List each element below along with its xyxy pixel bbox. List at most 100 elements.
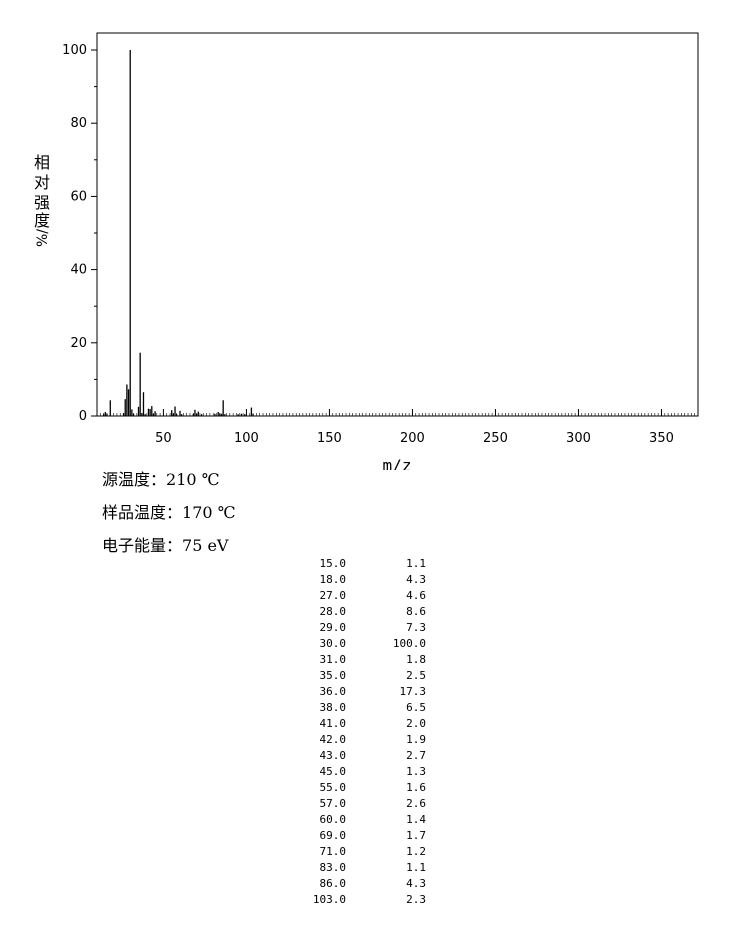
y-axis-label-char: 度 (34, 211, 50, 230)
table-cell-abundance: 2.5 (406, 669, 426, 682)
table-row: 38.0 6.5 (290, 700, 427, 716)
table-cell-mz: 43.0 (319, 749, 347, 762)
table-cell-abundance: 4.3 (406, 573, 426, 586)
table-row: 15.0 1.1 (290, 556, 427, 572)
peak-table: 15.0 1.1 18.0 4.3 27.0 4.6 28.0 8.6 29.0 7.3 30.0 1… (290, 556, 426, 908)
table-row: 28.0 8.6 (290, 604, 427, 620)
table-row: 18.0 4.3 (290, 572, 427, 588)
y-ticks: 0 20 40 60 80 100 (62, 43, 97, 424)
table-cell-abundance: 2.6 (406, 797, 426, 810)
table-row: 36.0 17.3 (290, 684, 427, 700)
table-row: 60.0 1.4 (290, 812, 427, 828)
electron-energy: 电子能量：75 eV (102, 532, 228, 556)
table-cell-mz: 57.0 (319, 797, 347, 810)
table-cell-mz: 28.0 (319, 605, 347, 618)
table-cell-mz: 36.0 (319, 685, 347, 698)
table-cell-abundance: 1.7 (406, 829, 426, 842)
table-cell-abundance: 100.0 (392, 637, 426, 650)
table-cell-abundance: 8.6 (406, 605, 426, 618)
table-cell-abundance: 1.3 (406, 765, 426, 778)
table-cell-mz: 35.0 (319, 669, 347, 682)
table-cell-abundance: 1.2 (406, 845, 426, 858)
electron-energy-value: 75 eV (182, 536, 229, 555)
sample-temperature-value: 170 ℃ (182, 503, 236, 522)
table-cell-mz: 69.0 (319, 829, 347, 842)
table-cell-mz: 15.0 (319, 557, 347, 570)
table-cell-abundance: 17.3 (399, 685, 427, 698)
table-cell-abundance: 7.3 (406, 621, 426, 634)
table-row: 29.0 7.3 (290, 620, 427, 636)
y-axis-label-char: 对 (34, 173, 50, 192)
table-cell-abundance: 2.3 (406, 893, 426, 906)
table-cell-mz: 30.0 (319, 637, 347, 650)
table-cell-mz: 45.0 (319, 765, 347, 778)
spectrum-peaks (102, 50, 254, 416)
y-tick-label: 20 (70, 336, 87, 351)
y-tick-label: 40 (70, 263, 87, 278)
table-row: 42.0 1.9 (290, 732, 427, 748)
y-tick-label: 0 (79, 409, 87, 424)
table-cell-abundance: 4.6 (406, 589, 426, 602)
table-cell-mz: 27.0 (319, 589, 347, 602)
table-cell-mz: 41.0 (319, 717, 347, 730)
table-cell-mz: 31.0 (319, 653, 347, 666)
table-row: 30.0 100.0 (290, 636, 427, 652)
x-tick-label: 200 (400, 431, 425, 446)
table-cell-mz: 103.0 (312, 893, 346, 906)
table-cell-abundance: 1.6 (406, 781, 426, 794)
table-row: 27.0 4.6 (290, 588, 427, 604)
table-cell-abundance: 1.8 (406, 653, 426, 666)
x-tick-label: 150 (317, 431, 342, 446)
table-cell-mz: 86.0 (319, 877, 347, 890)
sample-temperature: 样品温度：170 ℃ (102, 499, 236, 523)
table-row: 41.0 2.0 (290, 716, 427, 732)
x-major-ticks: 50 100 150 200 250 300 350 (155, 409, 674, 446)
x-tick-label: 50 (155, 431, 172, 446)
y-tick-label: 60 (70, 189, 87, 204)
table-cell-mz: 42.0 (319, 733, 347, 746)
table-cell-abundance: 1.4 (406, 813, 426, 826)
table-cell-abundance: 1.9 (406, 733, 426, 746)
y-axis-label-char: 强 (34, 193, 50, 212)
table-cell-mz: 18.0 (319, 573, 347, 586)
table-row: 103.0 2.3 (290, 892, 426, 908)
y-tick-label: 80 (70, 116, 87, 131)
table-cell-mz: 83.0 (319, 861, 347, 874)
x-tick-label: 250 (483, 431, 508, 446)
sample-temperature-label: 样品温度： (102, 503, 183, 522)
plot-frame (96, 32, 699, 417)
x-tick-label: 350 (649, 431, 674, 446)
table-row: 83.0 1.1 (290, 860, 427, 876)
table-row: 71.0 1.2 (290, 844, 427, 860)
table-row: 35.0 2.5 (290, 668, 427, 684)
table-cell-mz: 29.0 (319, 621, 347, 634)
table-row: 57.0 2.6 (290, 796, 427, 812)
table-cell-abundance: 4.3 (406, 877, 426, 890)
table-cell-abundance: 2.7 (406, 749, 426, 762)
source-temperature-label: 源温度： (102, 470, 167, 489)
x-tick-label: 300 (566, 431, 591, 446)
x-tick-label: 100 (234, 431, 259, 446)
table-cell-mz: 71.0 (319, 845, 347, 858)
table-row: 31.0 1.8 (290, 652, 427, 668)
y-axis-label-char: 相 (34, 153, 50, 172)
table-row: 45.0 1.3 (290, 764, 427, 780)
table-cell-mz: 38.0 (319, 701, 347, 714)
mass-spectrum-chart: 50 100 150 200 250 300 350 0 20 40 60 80 100 m/z 相对… (34, 32, 699, 470)
table-cell-mz: 60.0 (319, 813, 347, 826)
table-cell-abundance: 6.5 (406, 701, 426, 714)
source-temperature: 源温度：210 ℃ (102, 466, 220, 490)
table-row: 43.0 2.7 (290, 748, 427, 764)
x-axis-label: m/z (383, 456, 412, 470)
y-axis-label-unit: %/ (35, 229, 51, 247)
table-cell-abundance: 1.1 (406, 557, 426, 570)
table-cell-abundance: 1.1 (406, 861, 426, 874)
table-cell-mz: 55.0 (319, 781, 347, 794)
electron-energy-label: 电子能量： (102, 536, 183, 555)
source-temperature-value: 210 ℃ (166, 470, 220, 489)
table-row: 69.0 1.7 (290, 828, 427, 844)
table-cell-abundance: 2.0 (406, 717, 426, 730)
table-row: 55.0 1.6 (290, 780, 427, 796)
y-tick-label: 100 (62, 43, 87, 58)
